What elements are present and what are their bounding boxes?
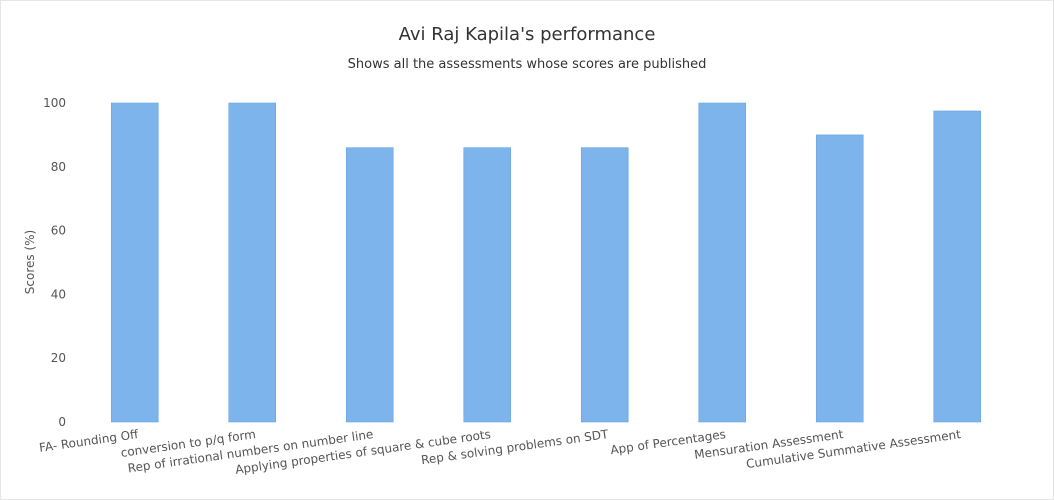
y-tick-label: 100 xyxy=(43,96,66,110)
y-tick-label: 20 xyxy=(51,351,66,365)
chart-subtitle: Shows all the assessments whose scores a… xyxy=(347,57,707,72)
bar[interactable] xyxy=(580,147,629,423)
y-tick-label: 40 xyxy=(51,287,66,301)
bar[interactable] xyxy=(110,102,159,423)
bar[interactable] xyxy=(933,110,982,423)
bar[interactable] xyxy=(228,102,277,423)
y-axis-ticks: 0 20 40 60 80 100 xyxy=(43,96,66,429)
chart-title: Avi Raj Kapila's performance xyxy=(398,24,656,45)
bar[interactable] xyxy=(463,147,512,423)
bar[interactable] xyxy=(815,134,864,423)
bar[interactable] xyxy=(698,102,747,423)
y-tick-label: 60 xyxy=(51,224,66,238)
y-axis-title: Scores (%) xyxy=(23,230,37,294)
bar[interactable] xyxy=(345,147,394,423)
bars xyxy=(110,102,982,423)
y-tick-label: 80 xyxy=(51,160,66,174)
y-tick-label: 0 xyxy=(58,415,66,429)
